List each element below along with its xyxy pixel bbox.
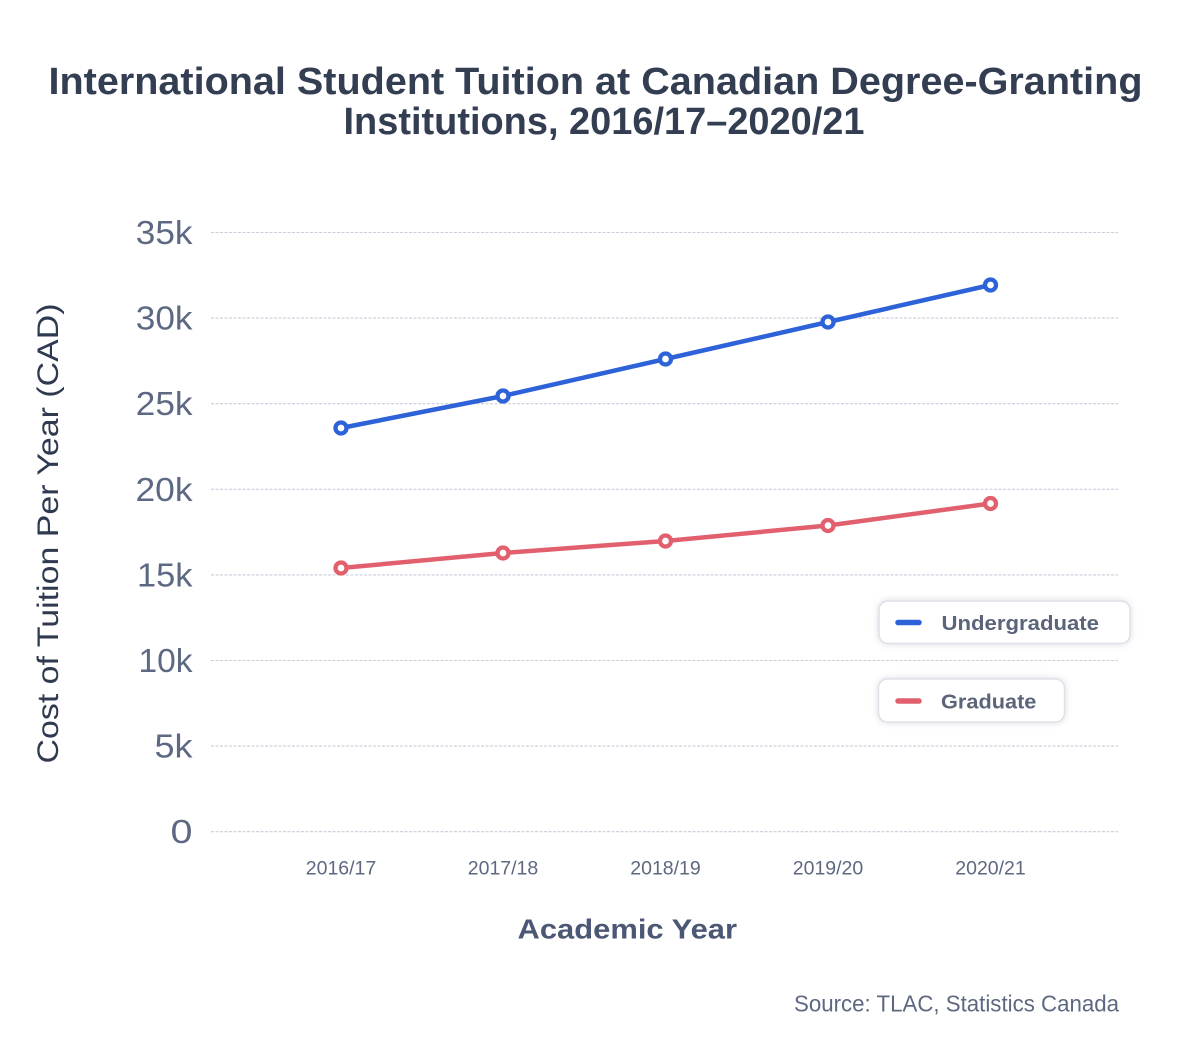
svg-text:2018/19: 2018/19 — [630, 858, 701, 880]
svg-text:20k: 20k — [136, 471, 194, 508]
svg-text:2020/21: 2020/21 — [955, 858, 1026, 880]
svg-text:0: 0 — [171, 813, 193, 850]
svg-text:35k: 35k — [136, 214, 193, 251]
svg-text:Institutions, 2016/17–2020/21: Institutions, 2016/17–2020/21 — [344, 101, 865, 143]
svg-text:15k: 15k — [137, 556, 193, 593]
svg-text:30k: 30k — [136, 300, 193, 337]
svg-text:10k: 10k — [139, 642, 193, 679]
svg-text:Source: TLAC, Statistics Canad: Source: TLAC, Statistics Canada — [794, 991, 1119, 1017]
svg-text:5k: 5k — [155, 728, 194, 765]
svg-text:25k: 25k — [136, 385, 193, 422]
svg-text:2019/20: 2019/20 — [793, 858, 864, 880]
svg-text:International Student Tuition: International Student Tuition at Canadia… — [49, 61, 1143, 103]
svg-text:Undergraduate: Undergraduate — [942, 613, 1100, 635]
svg-text:2016/17: 2016/17 — [306, 858, 377, 880]
svg-text:Academic Year: Academic Year — [518, 914, 738, 945]
svg-text:Cost of Tuition Per Year (CAD): Cost of Tuition Per Year (CAD) — [32, 304, 65, 764]
svg-text:Graduate: Graduate — [941, 691, 1036, 713]
svg-text:2017/18: 2017/18 — [468, 858, 539, 880]
